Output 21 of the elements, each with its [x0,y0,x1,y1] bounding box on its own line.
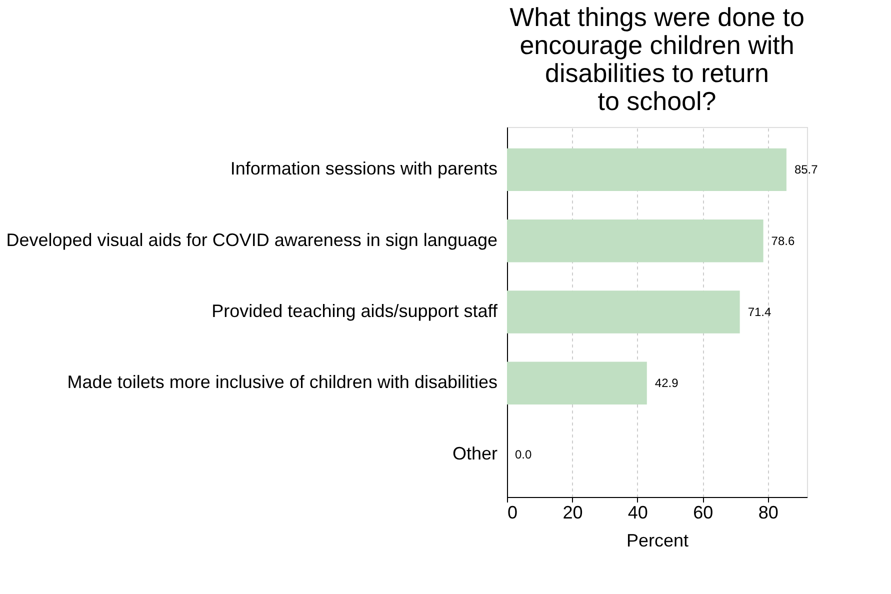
bar [507,290,740,334]
data-label: 42.9 [654,376,679,390]
y-tick-label: Other [452,443,498,464]
bar [507,220,764,262]
x-tick-label: 0 [508,502,518,522]
x-tick-label: 80 [758,502,778,522]
chart-title: What things were done to encourage children with disabilities to return to school? [510,2,804,116]
data-label: 71.4 [748,305,772,319]
data-label: 78.6 [771,234,795,248]
bar [507,362,647,404]
data-label: 85.7 [794,162,818,177]
data-label: 0.0 [515,447,532,462]
x-axis-title: Percent [626,530,689,550]
x-tick-label: 40 [628,502,648,522]
x-tick-label: 60 [693,502,714,522]
y-tick-label: Provided teaching aids/support staff [212,301,498,321]
bar [507,148,786,192]
x-tick-label: 20 [562,502,583,522]
y-tick-label: Information sessions with parents [230,158,498,179]
y-tick-label: Made toilets more inclusive of children with disabilities [67,372,498,392]
y-tick-label: Developed visual aids for COVID awareness in sign language [6,230,498,250]
